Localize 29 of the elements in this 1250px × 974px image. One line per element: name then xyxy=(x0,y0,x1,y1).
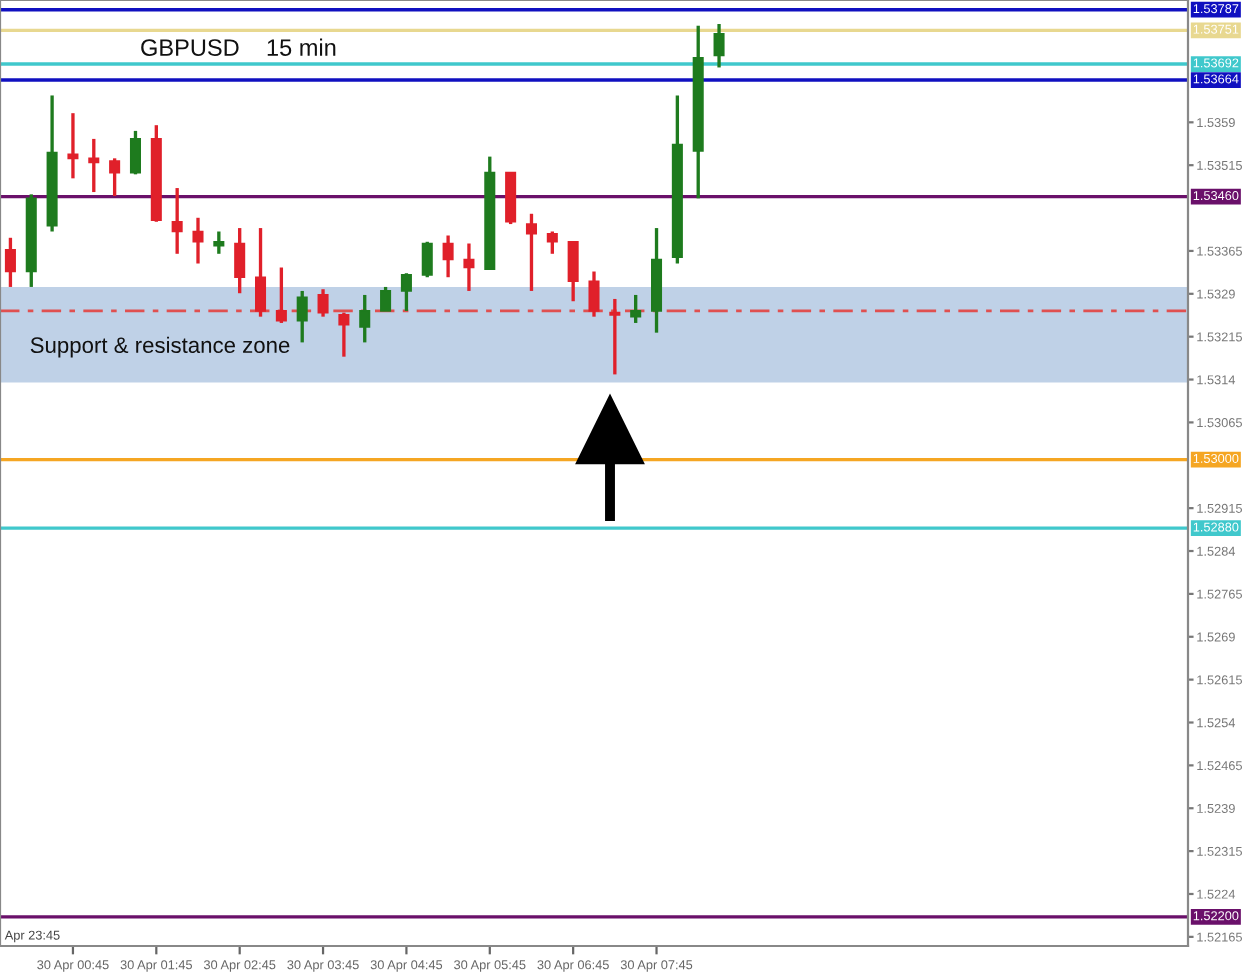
band-label: Support & resistance zone xyxy=(30,336,290,358)
candlestick xyxy=(67,111,79,181)
candlestick xyxy=(317,287,329,319)
candlestick xyxy=(109,156,121,198)
candlestick xyxy=(421,240,433,279)
candlestick xyxy=(4,236,16,289)
text: GBPUSD 15 min xyxy=(141,38,336,56)
candlestick xyxy=(400,271,412,313)
candlestick xyxy=(359,293,371,345)
candlestick xyxy=(338,311,350,359)
candlestick xyxy=(630,293,642,325)
candlestick xyxy=(171,186,183,256)
candlestick xyxy=(713,22,725,70)
candlestick xyxy=(588,269,600,319)
candlestick xyxy=(567,240,579,303)
candlestick xyxy=(380,285,392,313)
candlestick xyxy=(442,233,454,279)
candlestick xyxy=(275,265,287,325)
candlestick xyxy=(213,229,225,256)
candlestick xyxy=(234,226,246,295)
candlestick xyxy=(463,241,475,293)
candlestick xyxy=(129,129,141,177)
candlestick xyxy=(546,229,558,256)
candlestick xyxy=(192,216,204,266)
candlestick xyxy=(609,297,621,377)
candlestick xyxy=(88,137,100,194)
candlestick xyxy=(255,226,267,319)
candlestick xyxy=(525,212,537,293)
candlestick xyxy=(296,289,308,345)
